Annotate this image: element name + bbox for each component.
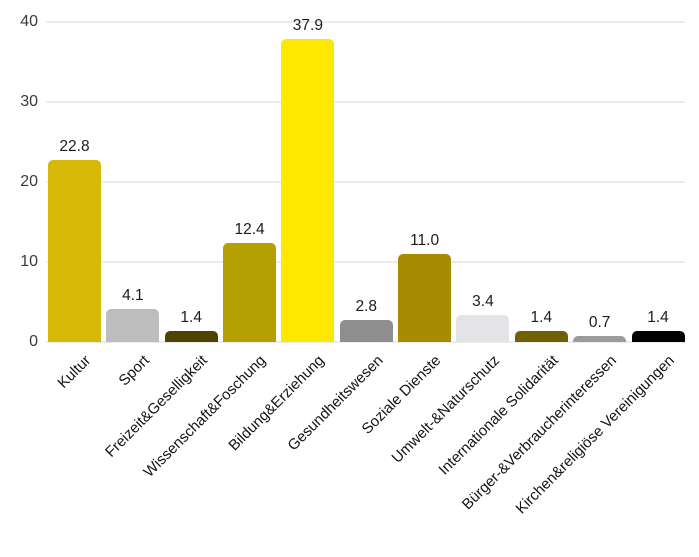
bar <box>223 242 277 342</box>
bar-value-label: 1.4 <box>530 308 553 326</box>
y-tick-label: 20 <box>20 173 38 190</box>
bar-value-label: 4.1 <box>122 287 144 305</box>
bar-value-label: 0.7 <box>588 314 611 332</box>
y-tick-label: 10 <box>20 253 38 270</box>
bar <box>514 330 568 342</box>
y-tick-label: 40 <box>20 13 38 30</box>
bar <box>573 336 627 342</box>
bar <box>456 314 510 342</box>
y-tick-label: 0 <box>29 333 38 350</box>
bar-value-label: 3.4 <box>472 292 494 310</box>
x-axis-label: Internationale Solidarität <box>434 352 562 479</box>
x-axis-label: Kultur <box>54 352 95 392</box>
bar <box>106 309 160 342</box>
bar-value-label: 1.4 <box>647 308 669 326</box>
bar-value-label: 22.8 <box>59 137 90 155</box>
y-tick-label: 30 <box>20 93 38 110</box>
bar-value-label: 2.8 <box>355 297 378 315</box>
gridline <box>46 101 685 103</box>
x-axis-label: Umwelt-&Naturschutz <box>388 352 503 467</box>
bar <box>398 254 452 342</box>
gridline <box>46 341 685 343</box>
gridline <box>46 181 685 183</box>
bar-value-label: 1.4 <box>180 308 202 326</box>
gridline <box>46 21 685 23</box>
bar <box>339 319 393 342</box>
bar-value-label: 37.9 <box>292 16 323 34</box>
gridline <box>46 261 685 263</box>
bar <box>164 330 218 342</box>
bar-value-label: 11.0 <box>410 232 440 249</box>
bar <box>48 159 101 342</box>
bar <box>631 330 685 342</box>
x-axis-label: Freizeit&Geselligkeit <box>102 352 212 461</box>
x-axis-label: Sport <box>115 352 153 390</box>
bar-value-label: 12.4 <box>234 220 265 238</box>
bar <box>281 38 335 342</box>
